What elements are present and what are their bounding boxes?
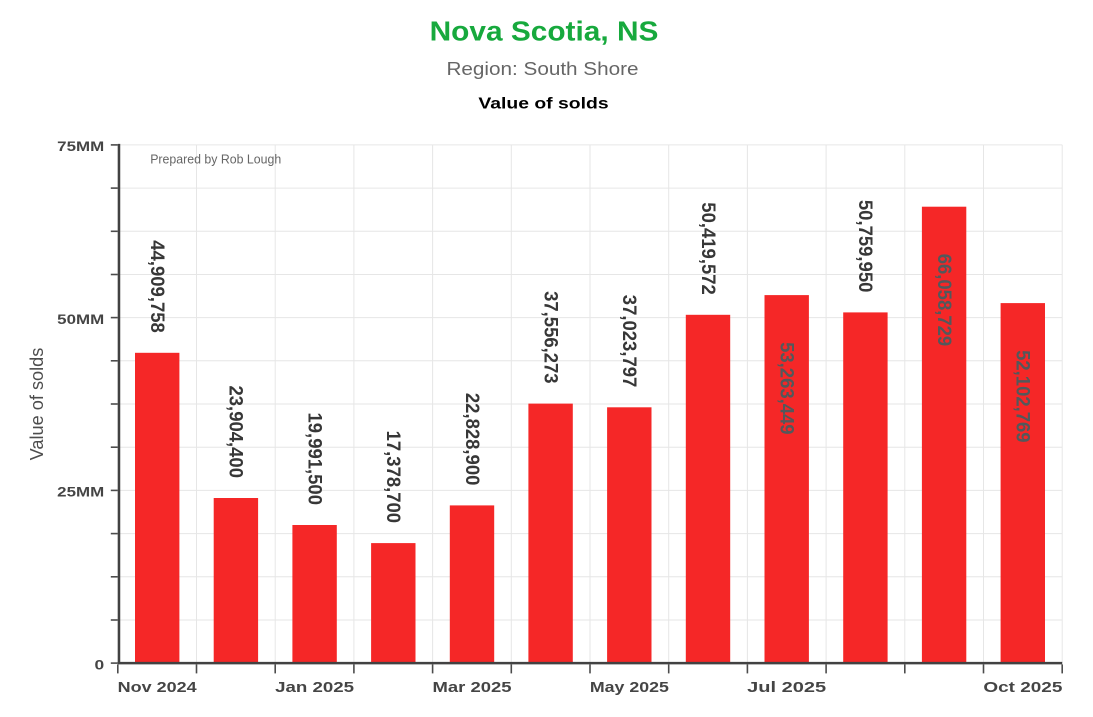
svg-text:Nova Scotia, NS: Nova Scotia, NS — [430, 16, 659, 47]
svg-text:17,378,700: 17,378,700 — [382, 431, 404, 524]
svg-text:0: 0 — [95, 656, 105, 672]
svg-text:Value of solds: Value of solds — [478, 96, 608, 113]
svg-text:19,991,500: 19,991,500 — [303, 413, 325, 506]
svg-text:May 2025: May 2025 — [590, 679, 669, 696]
svg-text:Nov 2024: Nov 2024 — [118, 679, 198, 696]
svg-text:Mar 2025: Mar 2025 — [433, 679, 512, 696]
svg-text:Region: South Shore: Region: South Shore — [447, 59, 639, 79]
svg-text:Jan 2025: Jan 2025 — [275, 679, 354, 696]
svg-text:66,058,729: 66,058,729 — [933, 254, 955, 347]
svg-text:25MM: 25MM — [57, 484, 104, 500]
svg-text:75MM: 75MM — [57, 138, 104, 154]
svg-text:22,828,900: 22,828,900 — [461, 393, 483, 486]
svg-text:23,904,400: 23,904,400 — [225, 386, 247, 479]
svg-text:44,909,758: 44,909,758 — [146, 240, 168, 333]
svg-text:52,102,769: 52,102,769 — [1012, 350, 1034, 443]
svg-text:37,556,273: 37,556,273 — [539, 291, 561, 384]
svg-text:53,263,449: 53,263,449 — [776, 342, 798, 435]
svg-text:50,419,572: 50,419,572 — [697, 202, 719, 295]
svg-text:Prepared by Rob Lough: Prepared by Rob Lough — [150, 151, 281, 166]
svg-text:37,023,797: 37,023,797 — [618, 295, 640, 388]
svg-text:Oct 2025: Oct 2025 — [983, 679, 1062, 696]
svg-text:Jul 2025: Jul 2025 — [747, 679, 826, 696]
svg-text:Value of solds: Value of solds — [27, 348, 47, 461]
svg-text:50,759,950: 50,759,950 — [854, 200, 876, 293]
svg-text:50MM: 50MM — [57, 311, 104, 327]
